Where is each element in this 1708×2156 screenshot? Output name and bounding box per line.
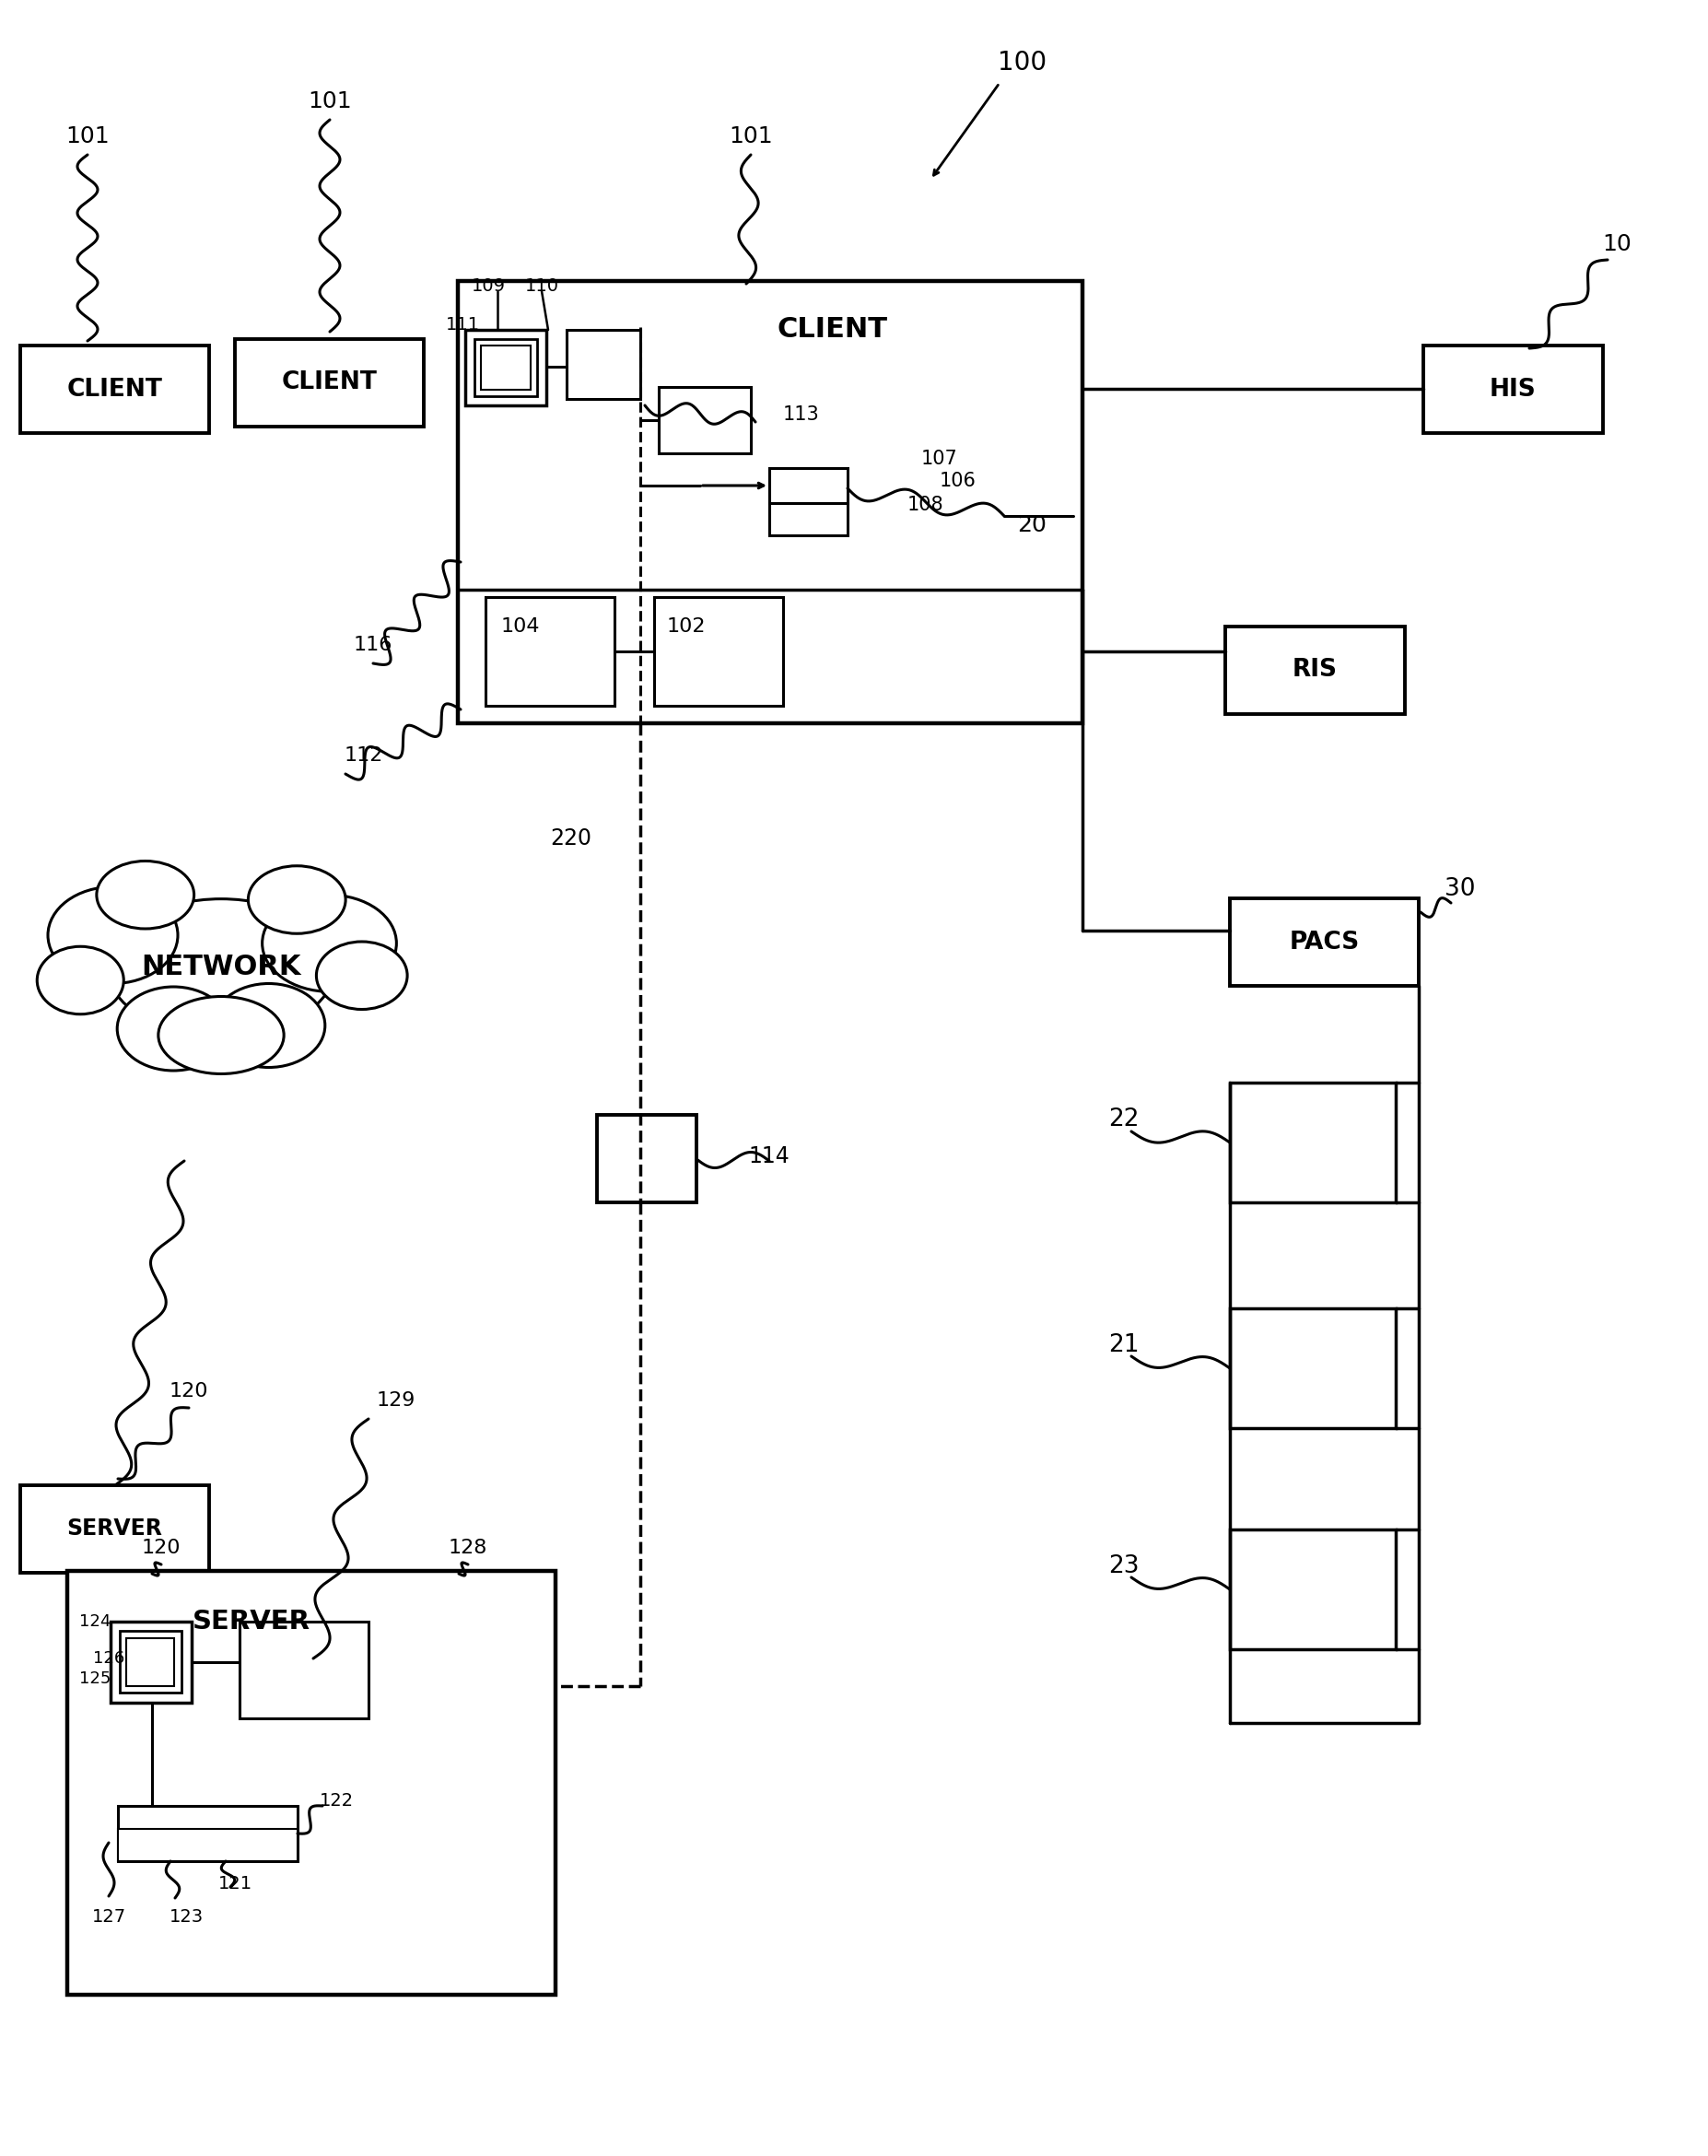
Text: HIS: HIS [1489,377,1537,401]
Bar [475,338,536,397]
Bar [769,468,847,502]
Bar [239,1621,369,1718]
Bar [236,338,424,427]
Text: 121: 121 [219,1876,253,1893]
Text: 124: 124 [79,1613,111,1630]
Text: 106: 106 [939,472,977,489]
Text: 113: 113 [784,405,820,425]
Bar [458,280,1083,722]
Text: SERVER: SERVER [193,1608,311,1634]
Text: CLIENT: CLIENT [777,315,888,343]
Text: 120: 120 [169,1382,208,1401]
Text: 101: 101 [307,91,352,112]
Ellipse shape [48,886,178,983]
Text: 108: 108 [907,496,945,513]
Bar [485,597,615,705]
Text: 102: 102 [666,617,705,636]
Text: 122: 122 [319,1792,354,1811]
Bar [465,330,547,405]
Text: 127: 127 [92,1908,126,1925]
Bar [67,1572,555,1994]
Bar [1225,627,1406,714]
Text: 129: 129 [377,1391,415,1410]
Ellipse shape [212,983,325,1067]
Ellipse shape [38,946,123,1013]
Text: SERVER: SERVER [67,1518,162,1539]
Text: 21: 21 [1108,1332,1139,1356]
Ellipse shape [108,899,335,1037]
Text: 112: 112 [345,746,383,765]
Text: 220: 220 [550,828,593,849]
Ellipse shape [248,867,345,934]
Bar [567,330,640,399]
Bar [118,1828,297,1861]
Text: 101: 101 [65,125,109,147]
Text: 104: 104 [500,617,540,636]
Bar [126,1639,174,1686]
Text: 125: 125 [79,1671,111,1686]
Bar [1423,345,1604,433]
Bar [118,1807,297,1861]
Bar [769,502,847,535]
Text: 30: 30 [1445,877,1476,901]
Bar [598,1115,697,1203]
Text: 107: 107 [921,451,958,468]
Bar [659,386,752,453]
Ellipse shape [118,987,231,1072]
Text: RIS: RIS [1293,658,1337,681]
Text: 109: 109 [471,276,506,295]
Text: 128: 128 [449,1539,487,1557]
Bar [482,345,531,390]
Bar [20,1485,208,1572]
Ellipse shape [263,895,396,992]
Text: NETWORK: NETWORK [142,955,301,981]
Ellipse shape [159,996,284,1074]
Text: CLIENT: CLIENT [67,377,162,401]
Text: 22: 22 [1108,1108,1139,1132]
Text: PACS: PACS [1290,929,1360,955]
Text: 20: 20 [1018,513,1047,537]
Bar [1230,899,1419,985]
Bar [1230,1529,1395,1649]
Bar [1230,1082,1395,1203]
Text: CLIENT: CLIENT [282,371,377,395]
Text: 120: 120 [142,1539,181,1557]
Text: 100: 100 [997,50,1047,75]
Text: 123: 123 [169,1908,203,1925]
Bar [111,1621,191,1703]
Text: 101: 101 [729,125,772,147]
Bar [20,345,208,433]
Text: 10: 10 [1602,233,1631,254]
Text: 116: 116 [354,636,393,653]
Ellipse shape [97,860,195,929]
Bar [1230,1309,1395,1427]
Bar [654,597,782,705]
Text: 111: 111 [446,315,480,332]
Text: 23: 23 [1108,1554,1139,1578]
Text: 114: 114 [748,1145,789,1166]
Text: 126: 126 [92,1649,125,1667]
Ellipse shape [316,942,407,1009]
Text: 110: 110 [524,276,559,295]
Bar [120,1630,181,1692]
